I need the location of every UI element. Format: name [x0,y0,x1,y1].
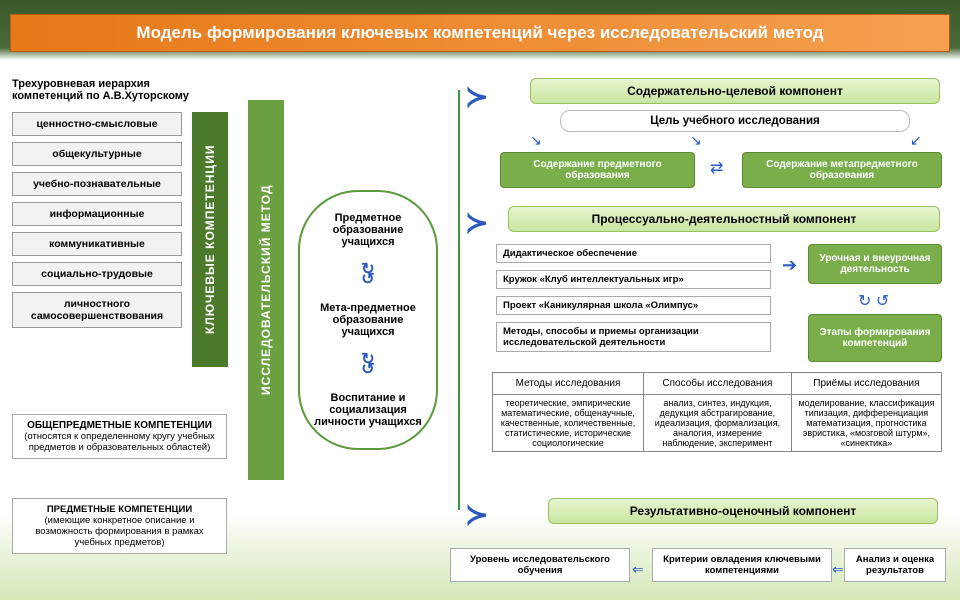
arrow-right-icon: ➔ [782,255,797,276]
center-bubble: Предметное образование учащихся ↻↺ Мета-… [298,190,438,450]
bottom-box: Критерии овладения ключевыми компетенция… [652,548,832,582]
table-cell: анализ, синтез, индукция, дедукция абстр… [644,395,792,452]
competency-list: ценностно-смысловые общекультурные учебн… [12,112,182,334]
subtitle: Трехуровневая иерархия компетенций по А.… [12,78,212,102]
component2-header: Процессуально-деятельностный компонент [508,206,940,232]
arrow-left-icon: ⇐ [832,561,844,578]
cycle-arrow-icon: ⇄ [710,158,723,178]
side-box-2: Этапы формирования компетенций [808,314,942,362]
arrow-right-icon: ≻ [465,80,488,113]
box-title: ОБЩЕПРЕДМЕТНЫЕ КОМПЕТЕНЦИИ [27,420,212,431]
comp-item: личностного самосовершенствования [12,292,182,328]
content-box-2: Содержание метапредметного образования [742,152,942,188]
component1-header: Содержательно-целевой компонент [530,78,940,104]
vertical-band-method: ИССЛЕДОВАТЕЛЬСКИЙ МЕТОД [248,100,284,480]
method-row: Методы, способы и приемы организации исс… [496,322,771,352]
method-row: Проект «Каникулярная школа «Олимпус» [496,296,771,315]
comp-item: информационные [12,202,182,226]
methods-table: Методы исследования Способы исследования… [492,372,942,452]
cycle-arrow-icon: ↻ ↺ [858,291,889,311]
arrow-right-icon: ≻ [465,498,488,531]
box-title: ПРЕДМЕТНЫЕ КОМПЕТЕНЦИИ [47,504,192,515]
method-row: Кружок «Клуб интеллектуальных игр» [496,270,771,289]
method-row: Дидактическое обеспечение [496,244,771,263]
cycle-arrow-icon: ↻↺ [308,355,428,375]
table-cell: теоретические, эмпирические математическ… [493,395,644,452]
bubble-text: Предметное образование учащихся [308,212,428,248]
content-box-1: Содержание предметного образования [500,152,695,188]
comp-item: учебно-познавательные [12,172,182,196]
table-header: Способы исследования [644,373,792,395]
comp-item: общекультурные [12,142,182,166]
connector-line [458,90,460,510]
box-text: (имеющие конкретное описание и возможнос… [35,515,203,548]
table-cell: моделирование, классификация типизация, … [791,395,941,452]
bottom-box: Уровень исследовательского обучения [450,548,630,582]
page-title: Модель формирования ключевых компетенций… [10,14,950,52]
comp-item: социально-трудовые [12,262,182,286]
arrow-down-icon: ↙ [910,132,922,149]
arrow-down-icon: ↘ [530,132,542,149]
table-header: Методы исследования [493,373,644,395]
vertical-band-key: КЛЮЧЕВЫЕ КОМПЕТЕНЦИИ [192,112,228,367]
bubble-text: Воспитание и социализация личности учащи… [308,392,428,428]
component3-header: Результативно-оценочный компонент [548,498,938,524]
comp-item: коммуникативные [12,232,182,256]
side-box-1: Урочная и внеурочная деятельность [808,244,942,284]
subject-competencies-box: ОБЩЕПРЕДМЕТНЫЕ КОМПЕТЕНЦИИ (относятся к … [12,414,227,459]
comp-item: ценностно-смысловые [12,112,182,136]
arrow-right-icon: ≻ [465,206,488,239]
cycle-arrow-icon: ↻↺ [308,265,428,285]
bottom-box: Анализ и оценка результатов [844,548,946,582]
predmet-competencies-box: ПРЕДМЕТНЫЕ КОМПЕТЕНЦИИ (имеющие конкретн… [12,498,227,554]
table-header: Приёмы исследования [791,373,941,395]
arrow-left-icon: ⇐ [632,561,644,578]
arrow-down-icon: ↘ [690,132,702,149]
box-text: (относятся к определенному кругу учебных… [24,431,215,453]
goal-header: Цель учебного исследования [560,110,910,132]
bubble-text: Мета-предметное образование учащихся [308,302,428,338]
